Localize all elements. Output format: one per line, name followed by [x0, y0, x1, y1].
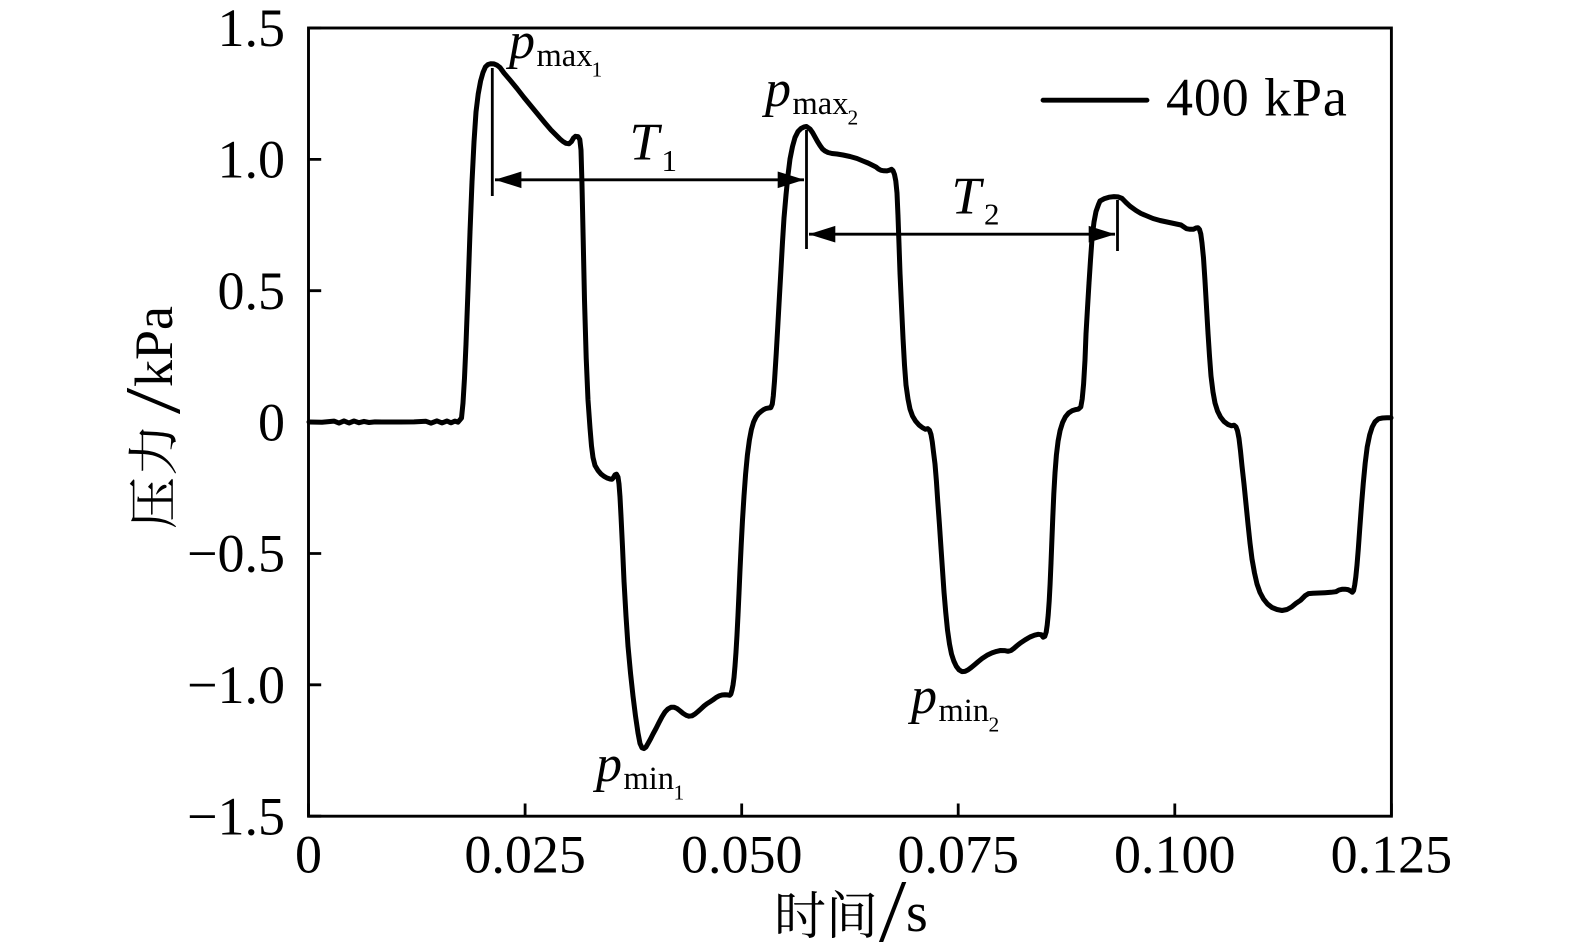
svg-text:0: 0: [295, 825, 322, 885]
svg-text:s: s: [906, 882, 928, 944]
svg-text:p: p: [505, 13, 535, 70]
svg-text:p: p: [761, 61, 791, 118]
svg-text:max: max: [537, 38, 593, 74]
svg-text:400 kPa: 400 kPa: [1166, 68, 1348, 128]
svg-text:1: 1: [592, 58, 603, 82]
svg-text:0.050: 0.050: [681, 825, 803, 885]
svg-text:p: p: [592, 736, 622, 793]
svg-text:0.125: 0.125: [1331, 825, 1453, 885]
svg-text:2: 2: [848, 106, 859, 130]
svg-text:0: 0: [258, 392, 285, 452]
svg-text:2: 2: [989, 713, 1000, 737]
svg-text:1.5: 1.5: [218, 0, 286, 58]
svg-text:2: 2: [984, 197, 1000, 232]
svg-text:0.5: 0.5: [218, 261, 286, 321]
svg-text:1: 1: [674, 781, 685, 805]
svg-text:min: min: [939, 693, 990, 729]
svg-text:−0.5: −0.5: [187, 524, 285, 584]
svg-text:kPa: kPa: [124, 306, 184, 387]
svg-text:1.0: 1.0: [218, 130, 286, 190]
svg-text:1: 1: [662, 143, 678, 178]
svg-text:T: T: [630, 114, 663, 172]
svg-text:max: max: [793, 86, 849, 122]
svg-text:0.075: 0.075: [897, 825, 1019, 885]
svg-text:0.100: 0.100: [1114, 825, 1236, 885]
svg-text:−1.5: −1.5: [187, 786, 285, 846]
svg-text:T: T: [952, 168, 985, 226]
svg-text:−1.0: −1.0: [187, 655, 285, 715]
svg-text:p: p: [907, 668, 937, 725]
svg-text:min: min: [624, 761, 675, 797]
svg-text:0.025: 0.025: [464, 825, 586, 885]
